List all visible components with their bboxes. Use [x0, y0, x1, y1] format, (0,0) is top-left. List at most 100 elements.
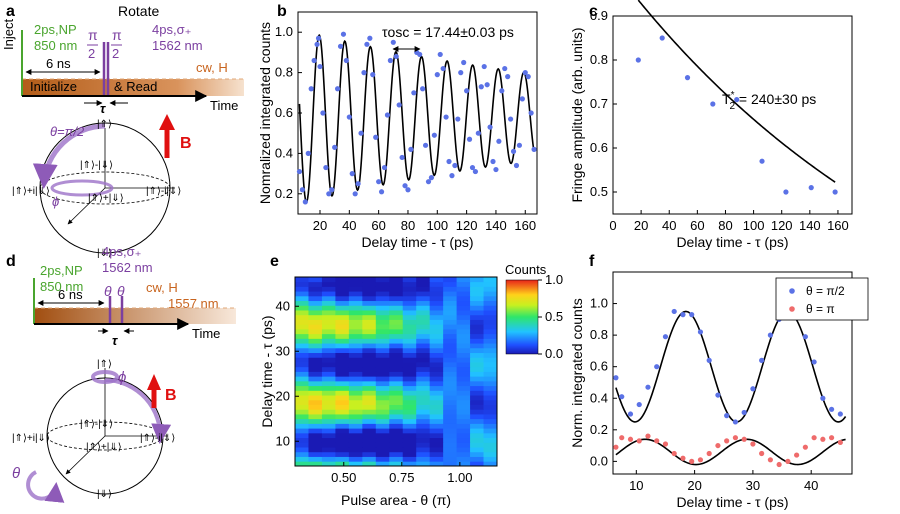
heatmap-cell — [321, 385, 336, 391]
heatmap-cell — [375, 305, 390, 311]
heatmap-cell — [443, 404, 457, 410]
heatmap-cell — [348, 399, 363, 405]
heatmap-cell — [470, 333, 484, 339]
heatmap-cell — [375, 428, 390, 434]
data-point-b — [455, 116, 461, 122]
d-theta-1: θ — [104, 283, 112, 299]
two-label-1: 2 — [88, 46, 95, 61]
heatmap-cell — [295, 437, 309, 443]
heatmap-cell — [470, 395, 484, 401]
heatmap-cell — [416, 380, 431, 387]
data-point-b — [381, 164, 388, 171]
heatmap-cell — [375, 314, 390, 320]
heatmap-cell — [295, 404, 309, 410]
heatmap-cell — [308, 451, 323, 457]
data-point-b — [315, 35, 322, 41]
heatmap-cell — [321, 399, 336, 405]
heatmap-cell — [470, 376, 484, 382]
heatmap-cell — [416, 286, 431, 292]
heatmap-cell — [416, 338, 431, 344]
heatmap-cell — [470, 414, 484, 420]
heatmap-cell — [389, 451, 404, 457]
heatmap-cell — [389, 286, 404, 292]
heatmap-cell — [335, 371, 350, 377]
heatmap-cell — [362, 310, 377, 316]
two-label-2: 2 — [112, 46, 119, 61]
heatmap-cell — [321, 437, 336, 443]
heatmap-cell — [416, 291, 431, 297]
data-point-b — [478, 84, 484, 90]
heatmap-cell — [335, 291, 350, 297]
heatmap-cell — [456, 461, 471, 467]
data-point-f-pi-half — [811, 359, 817, 365]
data-point-c — [635, 57, 641, 63]
heatmap-cell — [375, 295, 390, 302]
heatmap-cell — [321, 310, 336, 316]
x-tick-label: 100 — [743, 218, 765, 233]
pulse1-label-line2: 850 nm — [34, 38, 77, 53]
heatmap-cell — [335, 295, 350, 302]
heatmap-cell — [402, 442, 417, 448]
heatmap-cell — [389, 310, 404, 316]
heatmap-cell — [483, 291, 498, 297]
heatmap-cell — [362, 319, 377, 325]
heatmap-cell — [416, 423, 431, 429]
data-point-c — [832, 189, 838, 195]
heatmap-cell — [348, 281, 363, 287]
heatmap-cell — [362, 352, 377, 358]
heatmap-cell — [335, 461, 350, 467]
heatmap-cell — [483, 366, 498, 372]
heatmap-cell — [416, 310, 431, 316]
y-tick-label: 1.0 — [590, 296, 608, 311]
heatmap-cell — [429, 347, 444, 354]
heatmap-cell — [321, 409, 336, 415]
heatmap-cell — [416, 376, 431, 382]
heatmap-cell — [321, 305, 336, 311]
annotation-c: T* 2 = 240±30 ps — [722, 90, 816, 112]
heatmap-cell — [375, 447, 390, 453]
heatmap-cell — [402, 404, 417, 410]
heatmap-cell — [295, 409, 309, 415]
data-point-b — [531, 146, 537, 152]
heatmap-cell — [483, 418, 498, 424]
data-point-b — [422, 142, 429, 148]
heatmap-cell — [456, 404, 471, 410]
heatmap-cell — [389, 390, 404, 396]
heatmap-cell — [335, 343, 350, 349]
heatmap-cell — [483, 328, 498, 335]
heatmap-cell — [429, 447, 444, 453]
x-tick-label: 120 — [456, 218, 478, 233]
heatmap-cell — [389, 437, 404, 443]
heatmap-cell — [470, 451, 484, 457]
data-point-f-pi-half — [741, 409, 747, 416]
heatmap-cell — [362, 390, 377, 396]
heatmap-cell — [429, 371, 444, 377]
colorbar-tick-label: 1.0 — [545, 272, 563, 287]
heatmap-cell — [456, 451, 471, 457]
heatmap-cell — [443, 437, 457, 443]
heatmap-cell — [308, 314, 323, 320]
data-point-f-pi-half — [671, 308, 677, 315]
d-tau-label: τ — [112, 333, 118, 348]
heatmap-cell — [295, 376, 309, 382]
heatmap-cell — [308, 319, 323, 325]
heatmap-cell — [456, 295, 471, 302]
data-point-b — [323, 164, 329, 171]
heatmap-cell — [335, 333, 350, 339]
chart-e: Counts 0.50 0.75 1.00 10 20 30 40 Pulse area - … — [259, 262, 563, 508]
data-point-f-pi — [741, 436, 747, 442]
heatmap-cell — [362, 300, 377, 306]
x-tick-label: 20 — [313, 218, 327, 233]
heatmap-cell — [335, 385, 350, 391]
data-point-b — [358, 130, 364, 136]
data-point-f-pi — [613, 444, 619, 450]
data-point-f-pi — [654, 438, 660, 444]
pi-label-1: π — [88, 27, 98, 43]
heatmap-cell — [295, 428, 309, 434]
heatmap-cell — [456, 414, 471, 420]
heatmap-cell — [389, 428, 404, 434]
heatmap-cell — [375, 385, 390, 391]
heatmap-cell — [389, 305, 404, 311]
heatmap-cell — [389, 380, 404, 387]
heatmap-cell — [456, 423, 471, 429]
